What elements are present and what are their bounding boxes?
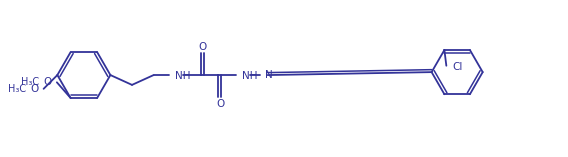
Text: NH: NH xyxy=(176,71,191,81)
Text: H₃C: H₃C xyxy=(8,84,26,94)
Text: O: O xyxy=(216,99,224,108)
Text: H₃C: H₃C xyxy=(21,77,39,87)
Text: O: O xyxy=(31,84,39,94)
Text: N: N xyxy=(265,70,273,80)
Text: Cl: Cl xyxy=(452,62,462,72)
Text: O: O xyxy=(199,42,207,52)
Text: NH: NH xyxy=(242,71,257,81)
Text: O: O xyxy=(44,77,52,87)
